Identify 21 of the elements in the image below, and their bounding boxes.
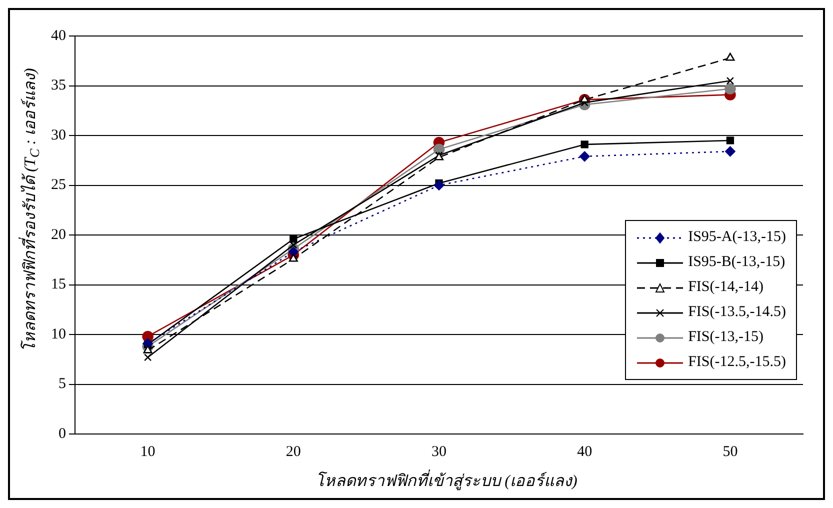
y-tick-label: 30 — [51, 127, 66, 144]
y-tick-label: 25 — [51, 177, 66, 194]
y-tick-label: 40 — [51, 28, 66, 44]
y-tick-label: 0 — [58, 426, 66, 442]
y-tick-label: 35 — [51, 78, 66, 94]
x-axis-title: โหลดทราฟฟิกที่เข้าสู่ระบบ (เออร์แลง) — [314, 468, 578, 492]
legend-label: FIS(-12.5,-15.5) — [688, 354, 786, 371]
x-tick-label: 10 — [140, 444, 156, 460]
legend-label: FIS(-13,-15) — [688, 329, 764, 346]
legend-label: FIS(-14,-14) — [688, 279, 764, 296]
x-tick-label: 30 — [432, 444, 446, 460]
legend-label: IS95-B(-13,-15) — [688, 254, 786, 271]
y-tick-label: 10 — [51, 326, 66, 342]
y-tick-label: 20 — [51, 226, 66, 243]
x-tick-label: 50 — [722, 444, 738, 460]
legend-label: IS95-A(-13,-15) — [688, 229, 786, 246]
legend-label: FIS(-13.5,-14.5) — [688, 304, 786, 321]
x-tick-label: 20 — [286, 444, 301, 460]
y-tick-label: 15 — [51, 276, 66, 293]
y-tick-label: 5 — [58, 376, 66, 392]
x-tick-label: 40 — [577, 444, 592, 460]
